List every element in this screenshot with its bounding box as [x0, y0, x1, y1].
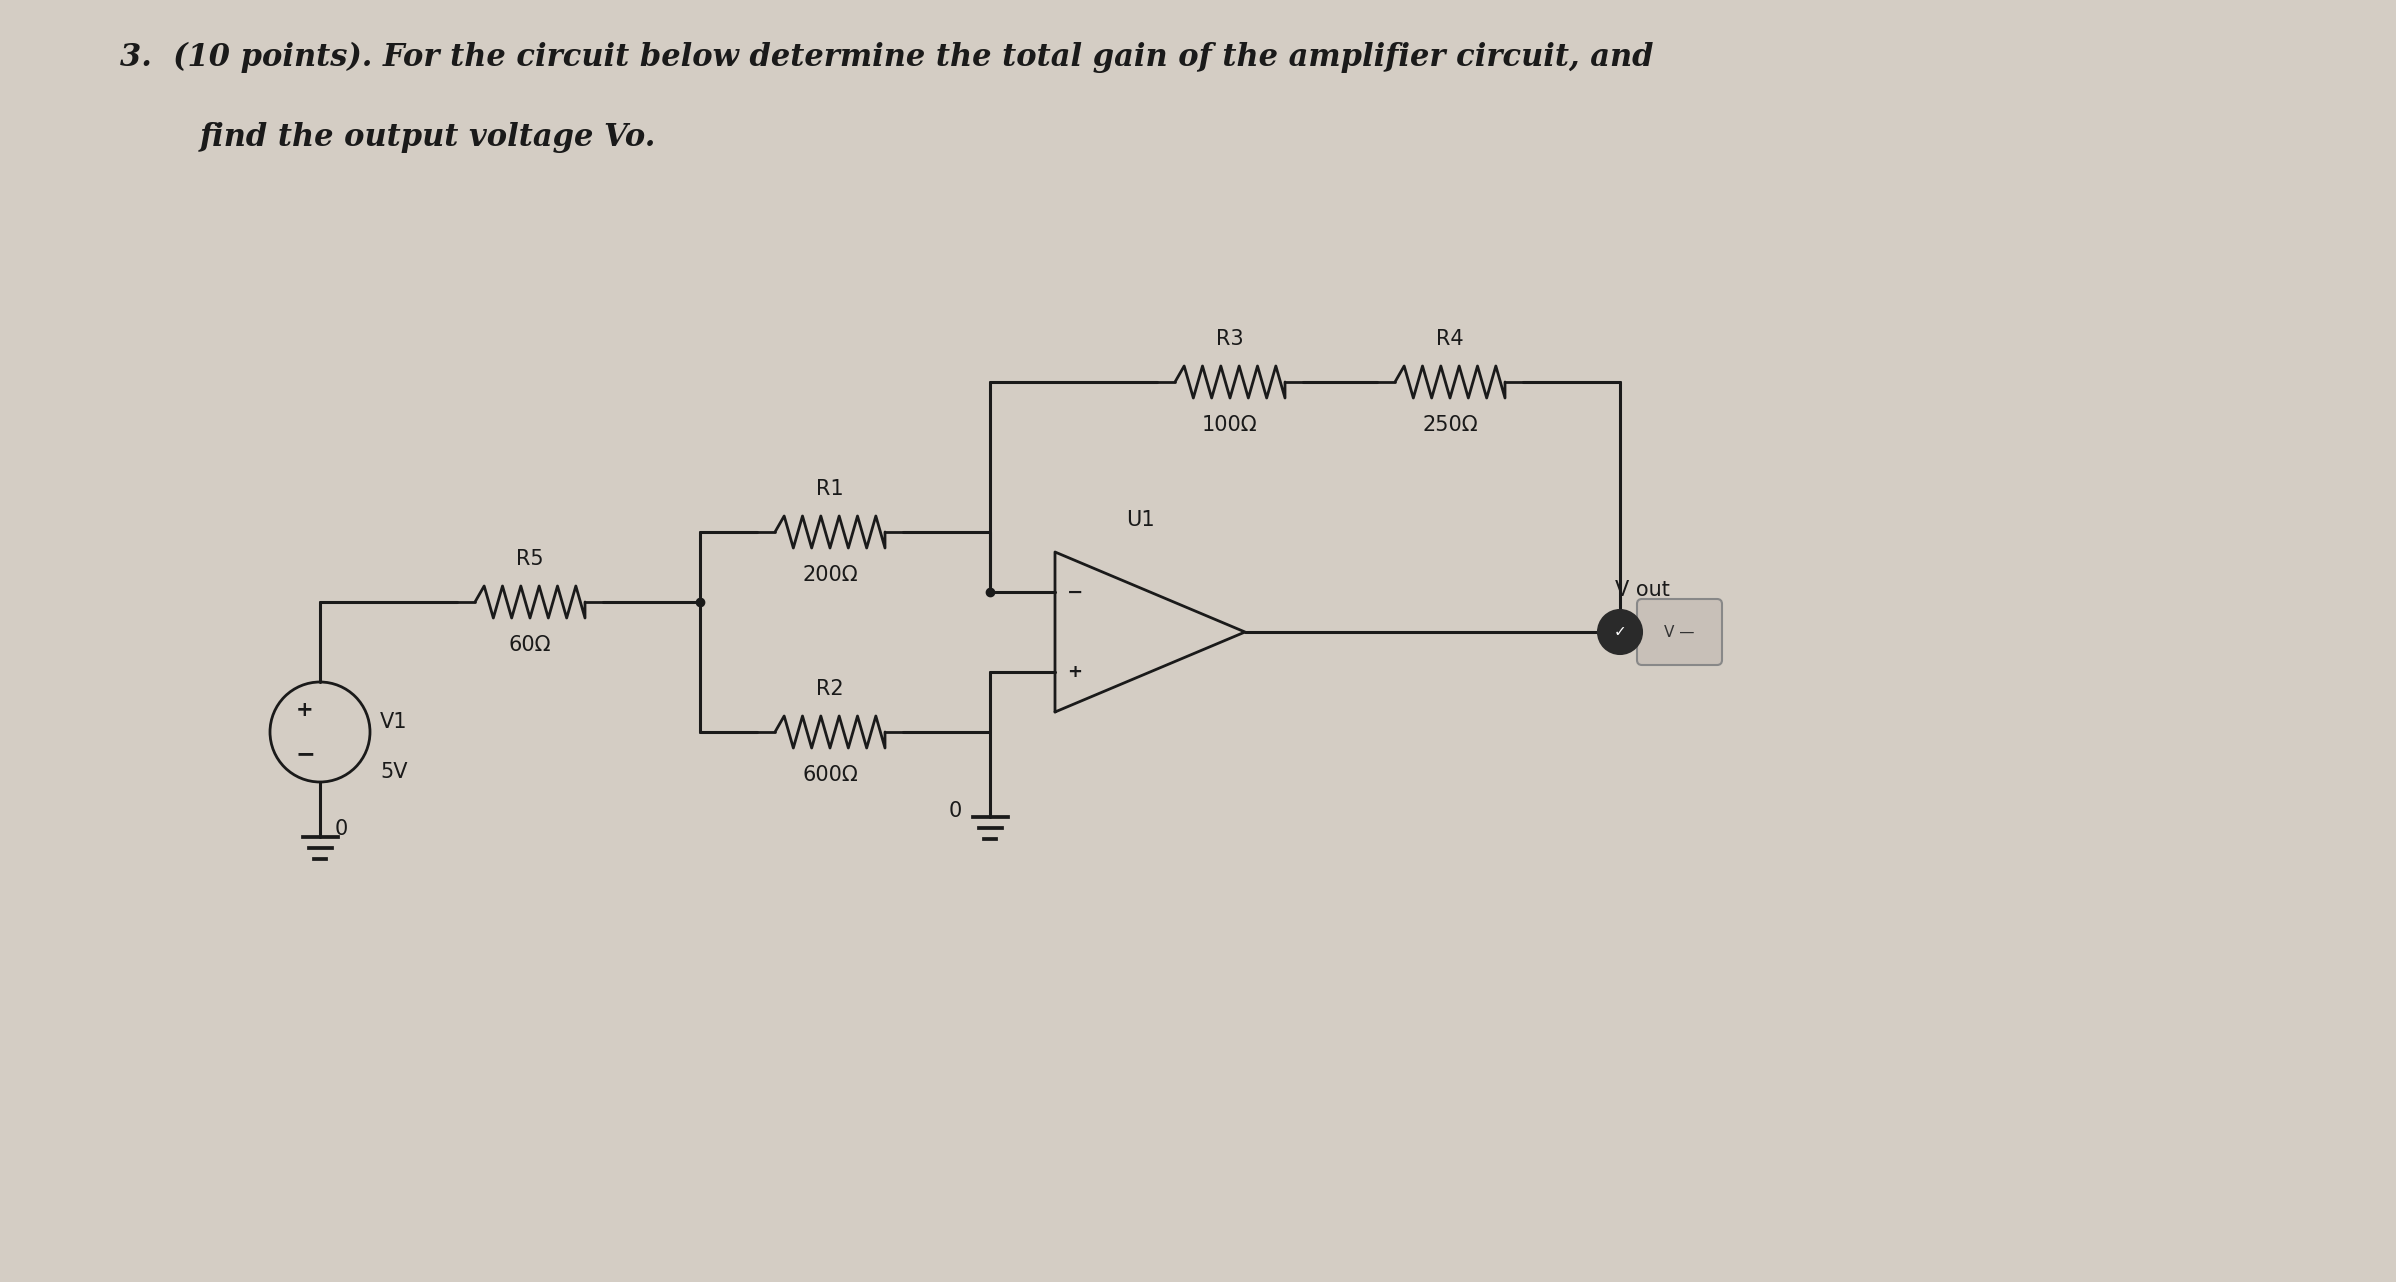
Text: −: − — [1066, 582, 1083, 601]
Text: R3: R3 — [1217, 329, 1244, 349]
Circle shape — [1598, 610, 1641, 654]
Text: find the output voltage Vo.: find the output voltage Vo. — [199, 122, 657, 153]
Text: R4: R4 — [1435, 329, 1464, 349]
FancyBboxPatch shape — [1636, 599, 1723, 665]
Text: 0: 0 — [949, 801, 963, 820]
Text: ✓: ✓ — [1613, 624, 1627, 640]
Text: V —: V — — [1665, 624, 1694, 640]
Text: +: + — [1066, 663, 1083, 681]
Text: R2: R2 — [817, 679, 843, 699]
Text: 100Ω: 100Ω — [1203, 415, 1258, 435]
Text: 250Ω: 250Ω — [1423, 415, 1478, 435]
Text: 600Ω: 600Ω — [803, 765, 858, 785]
Text: +: + — [297, 700, 314, 720]
Text: 3.  (10 points). For the circuit below determine the total gain of the amplifier: 3. (10 points). For the circuit below de… — [120, 42, 1653, 73]
Text: R5: R5 — [515, 549, 544, 569]
Text: V1: V1 — [381, 712, 407, 732]
Text: 0: 0 — [335, 819, 347, 838]
Text: V out: V out — [1615, 579, 1670, 600]
Text: U1: U1 — [1126, 510, 1155, 529]
Text: 200Ω: 200Ω — [803, 565, 858, 585]
Text: 5V: 5V — [381, 762, 407, 782]
Text: −: − — [295, 742, 314, 767]
Text: R1: R1 — [817, 479, 843, 499]
Text: 60Ω: 60Ω — [508, 635, 551, 655]
